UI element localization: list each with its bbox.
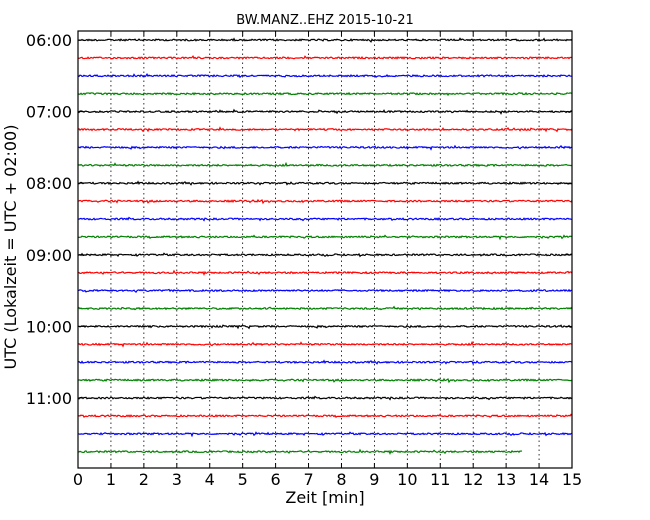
trace-line — [77, 126, 573, 133]
y-tick-label: 08:00 — [26, 174, 72, 193]
x-tick-label: 10 — [397, 470, 417, 489]
trace-line — [77, 359, 573, 365]
trace-line — [77, 395, 573, 401]
y-axis-label: UTC (Lokalzeit = UTC + 02:00) — [1, 125, 20, 370]
trace-line — [77, 108, 573, 115]
x-tick-label: 0 — [73, 470, 83, 489]
x-axis-label: Zeit [min] — [285, 488, 364, 507]
trace-line — [77, 448, 523, 456]
trace-line — [77, 161, 573, 168]
y-tick-label: 06:00 — [26, 31, 72, 50]
x-tick-label: 13 — [496, 470, 516, 489]
y-tick-label: 10:00 — [26, 317, 72, 336]
x-tick-label: 15 — [562, 470, 582, 489]
x-tick-label: 9 — [369, 470, 379, 489]
y-tick-label: 11:00 — [26, 389, 72, 408]
x-axis: 0 1 2 3 4 5 6 7 8 9 10 11 12 13 14 15 — [73, 31, 582, 489]
trace-group — [77, 37, 573, 456]
x-tick-label: 4 — [205, 470, 215, 489]
trace-line — [77, 413, 573, 419]
y-tick-label: 09:00 — [26, 246, 72, 265]
x-tick-label: 14 — [529, 470, 549, 489]
plot-frame — [77, 30, 573, 469]
trace-line — [77, 73, 573, 79]
x-tick-label: 5 — [238, 470, 248, 489]
trace-line — [77, 431, 573, 438]
trace-line — [77, 269, 573, 277]
trace-line — [77, 180, 573, 186]
grid-lines — [110, 31, 540, 468]
y-axis: 06:00 07:00 08:00 09:00 10:00 11:00 — [26, 31, 572, 408]
x-tick-label: 1 — [106, 470, 116, 489]
trace-line — [77, 55, 573, 60]
trace-line — [77, 305, 573, 311]
x-tick-label: 2 — [139, 470, 149, 489]
trace-line — [77, 216, 573, 222]
x-tick-label: 6 — [271, 470, 281, 489]
trace-line — [77, 324, 573, 330]
trace-line — [77, 234, 573, 241]
x-tick-label: 11 — [430, 470, 450, 489]
x-tick-label: 7 — [303, 470, 313, 489]
x-tick-label: 12 — [463, 470, 483, 489]
trace-line — [77, 37, 573, 43]
x-tick-label: 3 — [172, 470, 182, 489]
x-tick-label: 8 — [336, 470, 346, 489]
trace-line — [77, 144, 573, 151]
trace-line — [77, 340, 573, 348]
chart-title: BW.MANZ..EHZ 2015-10-21 — [236, 13, 414, 28]
trace-line — [77, 377, 573, 384]
trace-line — [77, 288, 573, 294]
y-tick-label: 07:00 — [26, 103, 72, 122]
trace-line — [77, 91, 573, 97]
trace-line — [77, 252, 573, 258]
trace-line — [77, 198, 573, 205]
